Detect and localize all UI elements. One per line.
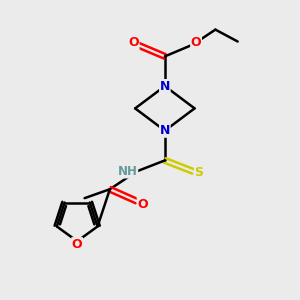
Text: O: O <box>137 198 148 211</box>
Text: NH: NH <box>118 165 138 178</box>
Text: N: N <box>160 80 170 93</box>
Text: O: O <box>72 238 83 251</box>
Text: O: O <box>191 37 201 50</box>
Text: N: N <box>160 124 170 137</box>
Text: O: O <box>128 37 139 50</box>
Text: S: S <box>194 167 203 179</box>
